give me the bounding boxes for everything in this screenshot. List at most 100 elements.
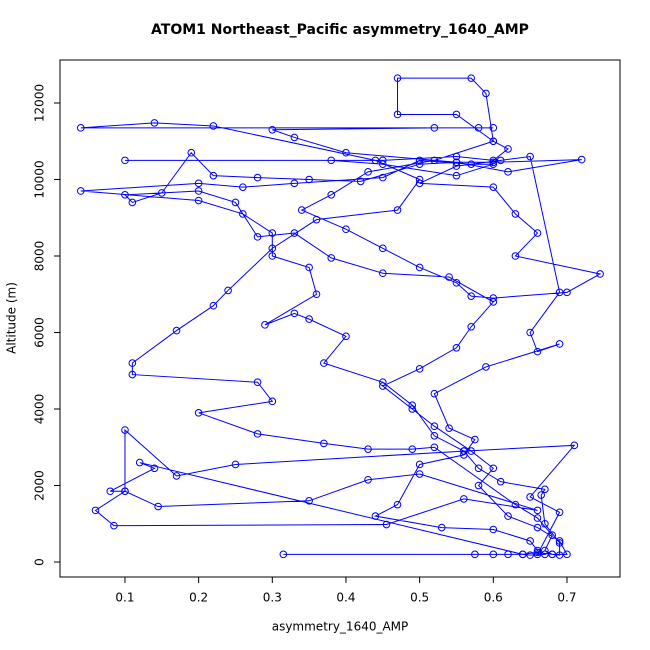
data-point bbox=[533, 548, 542, 557]
y-tick-label: 10000 bbox=[33, 160, 47, 198]
data-point bbox=[452, 110, 461, 119]
data-point bbox=[415, 175, 424, 184]
data-point bbox=[209, 171, 218, 180]
data-point bbox=[408, 401, 417, 409]
y-tick-label: 0 bbox=[33, 558, 47, 566]
data-point bbox=[312, 290, 321, 299]
data-point bbox=[482, 89, 490, 98]
data-point bbox=[128, 198, 137, 207]
data-point bbox=[135, 458, 144, 467]
data-point bbox=[533, 523, 542, 532]
data-point bbox=[555, 539, 564, 547]
data-point bbox=[378, 173, 387, 182]
data-point bbox=[378, 378, 387, 387]
data-point bbox=[253, 173, 262, 182]
data-point bbox=[452, 171, 461, 180]
data-point bbox=[555, 508, 564, 517]
data-point bbox=[364, 168, 372, 176]
data-point bbox=[504, 512, 512, 520]
data-point bbox=[489, 156, 498, 165]
data-point bbox=[533, 229, 542, 237]
data-point bbox=[268, 252, 277, 260]
data-point bbox=[489, 160, 498, 168]
data-point bbox=[526, 152, 534, 161]
data-point bbox=[526, 328, 534, 337]
data-point bbox=[489, 183, 498, 191]
y-tick-label: 6000 bbox=[33, 317, 47, 348]
data-point bbox=[445, 424, 453, 432]
data-point bbox=[452, 162, 461, 170]
data-point bbox=[504, 168, 512, 176]
data-point bbox=[268, 229, 277, 237]
data-point bbox=[489, 464, 498, 473]
data-point bbox=[154, 502, 162, 511]
data-point bbox=[342, 332, 350, 341]
data-point bbox=[327, 254, 336, 262]
data-point bbox=[393, 74, 402, 82]
data-point bbox=[378, 156, 387, 165]
data-point bbox=[496, 477, 505, 486]
data-point bbox=[467, 74, 475, 82]
data-point bbox=[158, 189, 166, 197]
data-point bbox=[489, 550, 498, 559]
data-point bbox=[489, 137, 498, 146]
data-point bbox=[526, 551, 534, 559]
data-point bbox=[209, 301, 218, 310]
data-point bbox=[305, 175, 313, 184]
data-point bbox=[415, 470, 424, 478]
data-point bbox=[541, 550, 549, 559]
data-point bbox=[150, 464, 159, 473]
data-point bbox=[408, 405, 417, 413]
data-point bbox=[555, 551, 564, 559]
data-point bbox=[128, 359, 137, 367]
data-point bbox=[106, 487, 115, 496]
data-point bbox=[489, 124, 498, 132]
data-point bbox=[356, 177, 365, 186]
y-tick-label: 8000 bbox=[33, 241, 47, 272]
data-point bbox=[460, 451, 468, 459]
data-point bbox=[110, 521, 118, 530]
data-point bbox=[533, 546, 542, 555]
data-point bbox=[231, 460, 240, 469]
chart-title: ATOM1 Northeast_Pacific asymmetry_1640_A… bbox=[151, 22, 529, 38]
data-point bbox=[253, 430, 262, 438]
data-point bbox=[541, 485, 549, 494]
data-point bbox=[268, 244, 277, 253]
x-tick-label: 0.6 bbox=[484, 591, 503, 605]
data-point bbox=[194, 196, 203, 205]
data-point bbox=[526, 537, 534, 545]
data-point bbox=[460, 447, 468, 455]
data-point bbox=[415, 160, 424, 168]
data-point bbox=[467, 447, 475, 455]
data-point bbox=[474, 481, 483, 490]
x-axis-label: asymmetry_1640_AMP bbox=[272, 620, 409, 634]
x-tick-label: 0.5 bbox=[410, 591, 429, 605]
data-point bbox=[526, 493, 534, 501]
data-point bbox=[541, 519, 549, 528]
data-point bbox=[382, 520, 391, 529]
data-point bbox=[518, 550, 527, 559]
data-point bbox=[430, 156, 439, 165]
data-point bbox=[305, 497, 313, 505]
data-point bbox=[577, 155, 586, 164]
data-point bbox=[533, 506, 542, 515]
data-point bbox=[194, 179, 203, 188]
data-point bbox=[460, 495, 468, 503]
data-point bbox=[371, 156, 380, 165]
data-point bbox=[371, 512, 380, 520]
data-point bbox=[415, 263, 424, 272]
data-point bbox=[537, 491, 545, 499]
data-point bbox=[415, 156, 424, 165]
data-point bbox=[91, 506, 100, 515]
data-point bbox=[378, 244, 387, 253]
data-point bbox=[209, 122, 218, 130]
data-point bbox=[452, 278, 461, 287]
data-point bbox=[415, 179, 424, 188]
data-point bbox=[239, 183, 247, 191]
data-point bbox=[342, 148, 350, 157]
data-point bbox=[504, 550, 512, 559]
data-point bbox=[297, 206, 306, 214]
y-tick-label: 4000 bbox=[33, 394, 47, 425]
data-point bbox=[121, 190, 129, 199]
